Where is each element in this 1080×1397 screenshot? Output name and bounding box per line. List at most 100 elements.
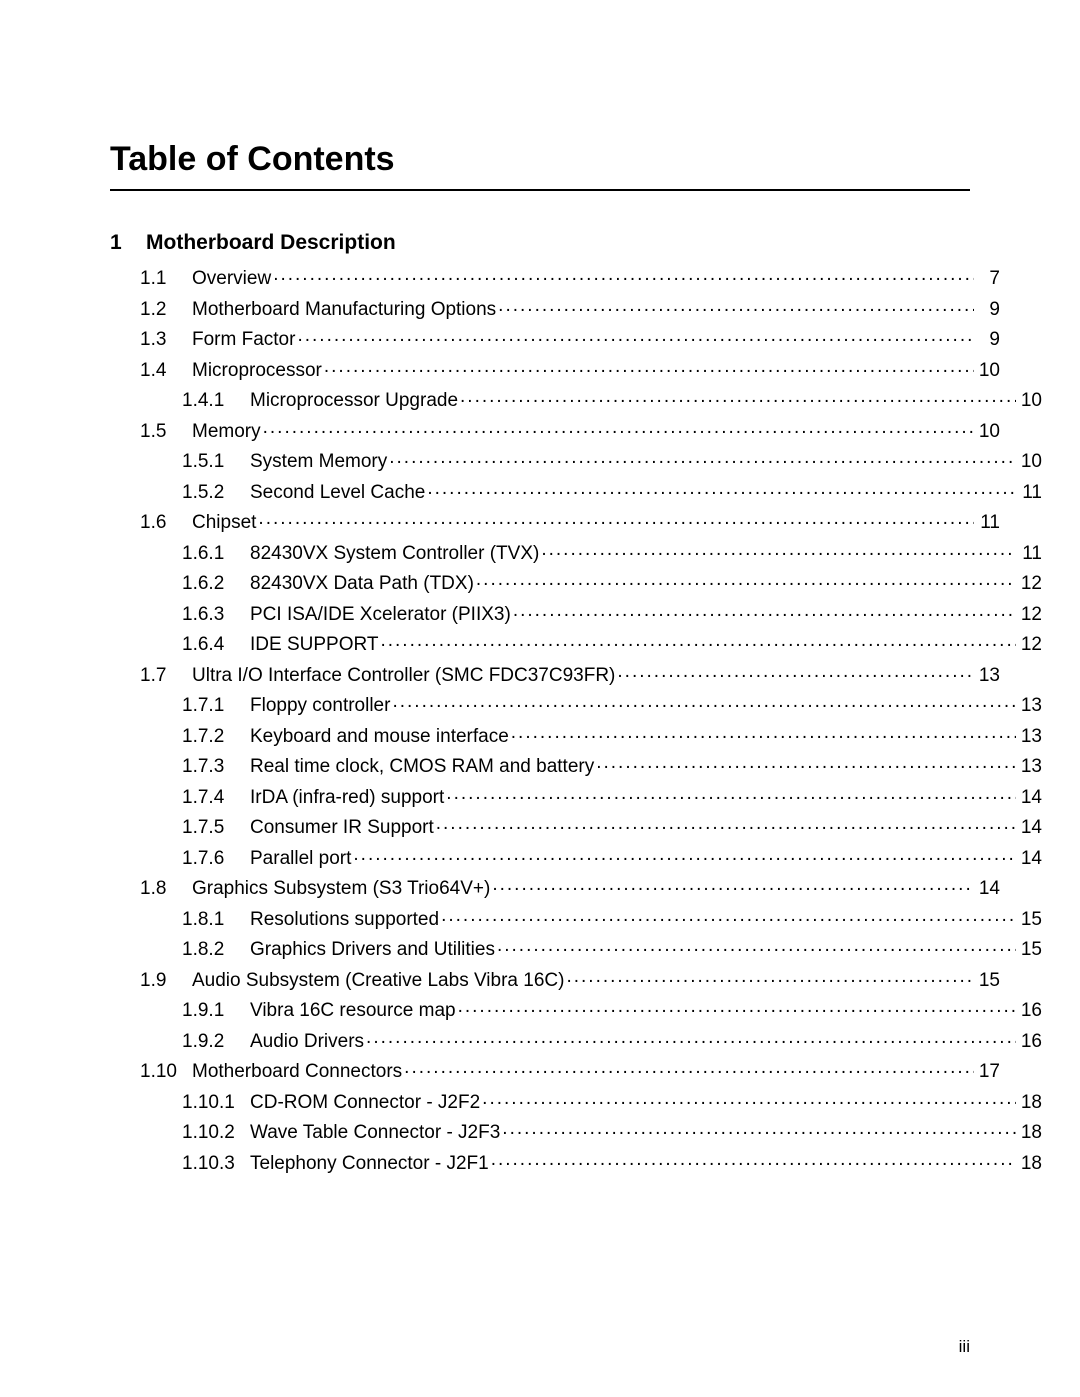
toc-entry-page: 18 bbox=[1018, 1093, 1042, 1112]
toc-leader bbox=[458, 997, 1016, 1016]
toc-leader bbox=[353, 845, 1016, 864]
toc-entry-label: Wave Table Connector - J2F3 bbox=[250, 1123, 500, 1142]
toc-leader bbox=[392, 692, 1016, 711]
toc-leader bbox=[497, 936, 1016, 955]
toc-entry-page: 10 bbox=[976, 422, 1000, 441]
toc-entry-label: Form Factor bbox=[192, 330, 295, 349]
toc-entry-subnumber: 1.5.1 bbox=[182, 452, 250, 471]
toc-entry-subnumber: 1.6.2 bbox=[182, 574, 250, 593]
toc-entry-page: 11 bbox=[976, 513, 1000, 532]
toc-entry: 1.6.4IDE SUPPORT12 bbox=[110, 631, 1042, 654]
toc-leader bbox=[436, 814, 1016, 833]
toc-entry: 1.5Memory10 bbox=[110, 418, 1000, 441]
toc-entry-label: IDE SUPPORT bbox=[250, 635, 378, 654]
toc-list: 1.1Overview71.2Motherboard Manufacturing… bbox=[110, 265, 970, 1173]
toc-leader bbox=[596, 753, 1016, 772]
toc-leader bbox=[258, 509, 974, 528]
toc-entry-page: 11 bbox=[1018, 483, 1042, 502]
toc-entry-label: 82430VX Data Path (TDX) bbox=[250, 574, 474, 593]
toc-entry: 1.4.1Microprocessor Upgrade10 bbox=[110, 387, 1042, 410]
toc-leader bbox=[404, 1058, 974, 1077]
toc-entry-page: 9 bbox=[976, 300, 1000, 319]
toc-entry-number: 1.3 bbox=[140, 330, 192, 349]
toc-leader bbox=[380, 631, 1016, 650]
toc-entry-label: Real time clock, CMOS RAM and battery bbox=[250, 757, 594, 776]
toc-entry: 1.10.1CD-ROM Connector - J2F218 bbox=[110, 1089, 1042, 1112]
toc-leader bbox=[389, 448, 1016, 467]
toc-entry: 1.8.2Graphics Drivers and Utilities15 bbox=[110, 936, 1042, 959]
toc-entry-subnumber: 1.5.2 bbox=[182, 483, 250, 502]
toc-entry-label: Resolutions supported bbox=[250, 910, 439, 929]
toc-entry-page: 16 bbox=[1018, 1032, 1042, 1051]
toc-entry-label: Vibra 16C resource map bbox=[250, 1001, 456, 1020]
toc-entry: 1.10.3Telephony Connector - J2F118 bbox=[110, 1150, 1042, 1173]
toc-entry-page: 9 bbox=[976, 330, 1000, 349]
toc-entry: 1.7.2Keyboard and mouse interface13 bbox=[110, 723, 1042, 746]
toc-entry-page: 17 bbox=[976, 1062, 1000, 1081]
toc-entry: 1.9.1Vibra 16C resource map16 bbox=[110, 997, 1042, 1020]
toc-leader bbox=[297, 326, 974, 345]
toc-entry-page: 14 bbox=[976, 879, 1000, 898]
toc-leader bbox=[324, 357, 974, 376]
toc-entry: 1.8.1Resolutions supported15 bbox=[110, 906, 1042, 929]
chapter-number: 1 bbox=[110, 231, 140, 255]
toc-entry: 1.10Motherboard Connectors17 bbox=[110, 1058, 1000, 1081]
toc-entry-label: Graphics Drivers and Utilities bbox=[250, 940, 495, 959]
toc-entry-subnumber: 1.6.1 bbox=[182, 544, 250, 563]
toc-entry: 1.7.6Parallel port14 bbox=[110, 845, 1042, 868]
toc-entry-label: 82430VX System Controller (TVX) bbox=[250, 544, 539, 563]
toc-entry-number: 1.1 bbox=[140, 269, 192, 288]
toc-entry: 1.6.182430VX System Controller (TVX)11 bbox=[110, 540, 1042, 563]
toc-entry-label: Microprocessor bbox=[192, 361, 322, 380]
page: Table of Contents 1 Motherboard Descript… bbox=[0, 0, 1080, 1397]
toc-entry-label: Keyboard and mouse interface bbox=[250, 727, 509, 746]
toc-entry-label: Overview bbox=[192, 269, 271, 288]
toc-entry-page: 10 bbox=[1018, 452, 1042, 471]
toc-entry-page: 16 bbox=[1018, 1001, 1042, 1020]
toc-entry-label: Audio Subsystem (Creative Labs Vibra 16C… bbox=[192, 971, 564, 990]
chapter-heading: 1 Motherboard Description bbox=[110, 231, 970, 255]
toc-entry-page: 18 bbox=[1018, 1123, 1042, 1142]
toc-leader bbox=[263, 418, 974, 437]
toc-entry-subnumber: 1.8.1 bbox=[182, 910, 250, 929]
toc-title: Table of Contents bbox=[110, 140, 970, 191]
toc-entry-label: Motherboard Manufacturing Options bbox=[192, 300, 496, 319]
toc-entry-subnumber: 1.7.3 bbox=[182, 757, 250, 776]
toc-entry-label: PCI ISA/IDE Xcelerator (PIIX3) bbox=[250, 605, 511, 624]
toc-entry-page: 13 bbox=[1018, 727, 1042, 746]
toc-entry-subnumber: 1.9.2 bbox=[182, 1032, 250, 1051]
toc-entry: 1.6.282430VX Data Path (TDX) 12 bbox=[110, 570, 1042, 593]
toc-entry-page: 14 bbox=[1018, 818, 1042, 837]
toc-entry-subnumber: 1.7.1 bbox=[182, 696, 250, 715]
toc-entry-page: 10 bbox=[976, 361, 1000, 380]
toc-entry-number: 1.7 bbox=[140, 666, 192, 685]
toc-entry-number: 1.4 bbox=[140, 361, 192, 380]
toc-leader bbox=[541, 540, 1016, 559]
toc-entry-label: Telephony Connector - J2F1 bbox=[250, 1154, 489, 1173]
toc-entry-label: Memory bbox=[192, 422, 261, 441]
toc-entry-page: 10 bbox=[1018, 391, 1042, 410]
toc-leader bbox=[482, 1089, 1016, 1108]
toc-entry-subnumber: 1.10.1 bbox=[182, 1093, 250, 1112]
toc-entry: 1.6.3PCI ISA/IDE Xcelerator (PIIX3)12 bbox=[110, 601, 1042, 624]
toc-entry-subnumber: 1.7.5 bbox=[182, 818, 250, 837]
toc-entry-page: 18 bbox=[1018, 1154, 1042, 1173]
toc-entry-page: 7 bbox=[976, 269, 1000, 288]
page-number: iii bbox=[959, 1337, 970, 1357]
toc-entry-page: 12 bbox=[1018, 605, 1042, 624]
toc-leader bbox=[476, 570, 1016, 589]
toc-entry: 1.8Graphics Subsystem (S3 Trio64V+)14 bbox=[110, 875, 1000, 898]
toc-entry-page: 12 bbox=[1018, 574, 1042, 593]
toc-entry: 1.5.1System Memory10 bbox=[110, 448, 1042, 471]
toc-entry-number: 1.6 bbox=[140, 513, 192, 532]
toc-entry-label: Graphics Subsystem (S3 Trio64V+) bbox=[192, 879, 490, 898]
toc-entry-subnumber: 1.10.2 bbox=[182, 1123, 250, 1142]
chapter-title: Motherboard Description bbox=[140, 231, 396, 255]
toc-entry-page: 15 bbox=[1018, 940, 1042, 959]
toc-entry-page: 14 bbox=[1018, 788, 1042, 807]
toc-entry: 1.7.5Consumer IR Support14 bbox=[110, 814, 1042, 837]
toc-entry-number: 1.2 bbox=[140, 300, 192, 319]
toc-leader bbox=[492, 875, 974, 894]
toc-entry-subnumber: 1.7.4 bbox=[182, 788, 250, 807]
toc-entry-label: Microprocessor Upgrade bbox=[250, 391, 458, 410]
